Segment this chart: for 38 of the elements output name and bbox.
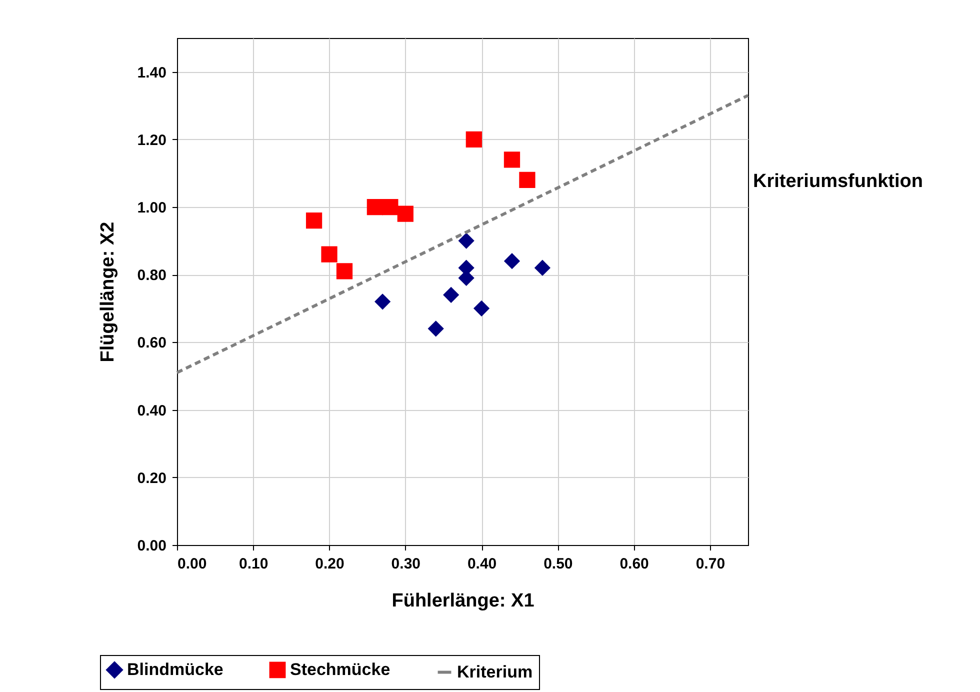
y-tick-label: 1.00 [137,200,166,216]
point [504,253,520,270]
x-tick-label: 0.00 [178,556,207,572]
point [466,131,482,148]
y-tick-label: 0.80 [137,267,166,284]
x-tick-label: 0.40 [467,556,497,572]
x-tick-label: 0.50 [544,556,573,572]
text: Kriteriumsfunktion [753,171,923,192]
y-tick-label: 0.00 [137,538,166,554]
point [366,198,384,216]
legend-label: Stechmücke [290,660,390,679]
point [534,260,550,276]
point [458,232,474,249]
point [382,198,398,216]
x-tick-label: 0.20 [315,556,344,572]
y-tick-label: 0.60 [137,334,166,352]
point [473,300,490,316]
x-tick-label: 0.70 [696,556,726,572]
x-tick-label: 0.10 [239,556,268,572]
point [428,320,444,337]
point [519,172,536,188]
x-axis-title: Fühlerlänge: X1 [392,590,535,612]
legend-label: Kriterium [457,662,533,682]
point [306,212,322,229]
point [321,246,338,262]
x-tick-label: 0.60 [620,556,649,572]
y-tick-label: 0.40 [137,402,166,420]
point [504,152,520,168]
y-tick-label: 1.40 [137,64,166,82]
x-tick-label: 0.30 [391,556,420,572]
point [336,263,353,280]
legend-label: Blindmücke [127,660,224,679]
point [397,206,414,222]
y-axis-title: Flügellänge: X2 [97,222,118,362]
point [443,286,460,303]
y-tick-label: 1.20 [137,132,166,149]
y-tick-label: 0.20 [137,470,166,487]
point [374,294,391,310]
